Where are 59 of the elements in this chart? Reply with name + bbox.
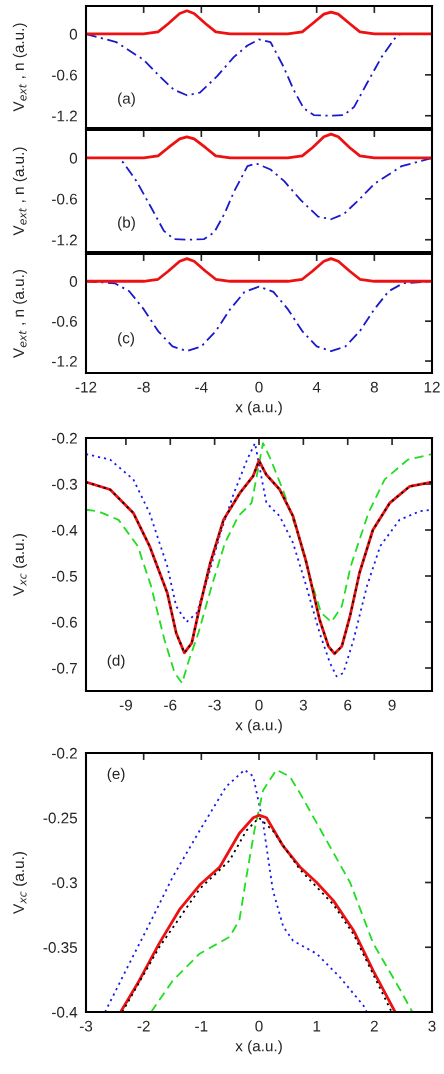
y-tick-label: -0.6 (52, 193, 77, 205)
line-series (86, 257, 432, 283)
x-tick-label: -3 (208, 699, 221, 711)
line-series (86, 132, 432, 160)
y-axis-title: V$_{xc}$ (a.u.) (12, 852, 28, 914)
y-tick-label: -0.3 (52, 877, 77, 889)
x-tick-label: -2 (137, 1020, 150, 1032)
y-tick-label: -0.6 (52, 616, 77, 628)
line-series (104, 768, 368, 1012)
x-axis-title: x (a.u.) (235, 401, 282, 416)
y-tick-label: -0.35 (43, 942, 78, 953)
annotation: (b) (118, 216, 135, 231)
y-axis-title: V$_{ext}$ , n (a.u.) (12, 23, 28, 112)
annotation: (e) (107, 767, 125, 783)
x-tick-label: 3 (299, 699, 307, 711)
line-series (150, 768, 414, 1012)
line-series (86, 9, 432, 36)
y-axis-title: V$_{ext}$ , n (a.u.) (12, 269, 28, 358)
x-tick-label: -3 (79, 1020, 93, 1032)
x-tick-label: 0 (255, 1020, 263, 1032)
x-tick-label: 2 (370, 1020, 378, 1032)
x-tick-label: 12 (424, 381, 440, 393)
x-tick-label: 1 (313, 1020, 321, 1032)
x-tick-label: 3 (428, 1020, 436, 1032)
x-tick-label: 0 (255, 381, 263, 393)
x-tick-label: -4 (195, 381, 208, 393)
x-axis-title: x (a.u.) (235, 719, 282, 734)
y-tick-label: -0.7 (52, 662, 77, 674)
x-tick-label: -1 (195, 1020, 208, 1032)
y-tick-label: -0.6 (52, 69, 77, 81)
x-axis-title: x (a.u.) (235, 1040, 282, 1055)
y-tick-label: 0 (69, 28, 78, 40)
annotation: (a) (118, 92, 135, 107)
y-axis-title: V$_{ext}$ , n (a.u.) (12, 147, 28, 236)
y-tick-label: -0.5 (52, 570, 78, 582)
y-tick-label: -1.2 (52, 234, 77, 246)
x-tick-label: 6 (344, 699, 352, 711)
x-tick-label: -8 (137, 381, 150, 393)
y-tick-label: -0.2 (52, 432, 77, 444)
y-tick-label: -0.2 (52, 747, 77, 759)
y-tick-label: -1.2 (52, 355, 77, 367)
y-tick-label: 0 (69, 152, 78, 164)
y-tick-label: -0.6 (52, 316, 77, 327)
y-tick-label: -0.25 (43, 812, 78, 824)
x-tick-label: 4 (312, 381, 321, 393)
y-axis-title: V$_{xc}$ (a.u.) (12, 534, 28, 596)
y-tick-label: -0.3 (52, 478, 77, 490)
x-tick-label: -6 (164, 699, 177, 711)
y-tick-label: 0 (69, 276, 78, 287)
x-tick-label: 9 (388, 699, 396, 711)
x-tick-label: 8 (370, 381, 378, 393)
x-tick-label: -12 (75, 381, 97, 393)
y-tick-label: -0.4 (52, 1006, 78, 1018)
x-tick-label: 0 (255, 699, 263, 711)
y-tick-label: -0.4 (52, 524, 78, 536)
x-tick-label: -9 (119, 699, 132, 711)
annotation: (d) (107, 654, 125, 669)
annotation: (c) (118, 332, 135, 347)
y-tick-label: -1.2 (52, 110, 77, 122)
